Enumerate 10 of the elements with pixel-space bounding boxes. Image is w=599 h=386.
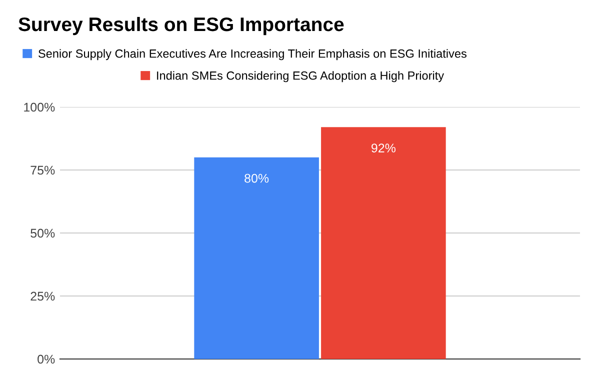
y-tick-label: 100%	[24, 102, 55, 112]
data-label: 80%	[244, 174, 269, 183]
legend-label: Indian SMEs Considering ESG Adoption a High Priority	[157, 71, 444, 82]
legend-label: Senior Supply Chain Executives Are Increasing Their Emphasis on ESG Initiatives	[38, 49, 466, 60]
chart-title: Survey Results on ESG Importance	[18, 16, 344, 36]
y-tick-label: 75%	[30, 166, 55, 175]
data-label: 92%	[372, 144, 396, 152]
y-tick-label: 50%	[30, 228, 55, 238]
y-tick-label: 0%	[38, 354, 55, 364]
y-tick-label: 25%	[30, 292, 55, 301]
